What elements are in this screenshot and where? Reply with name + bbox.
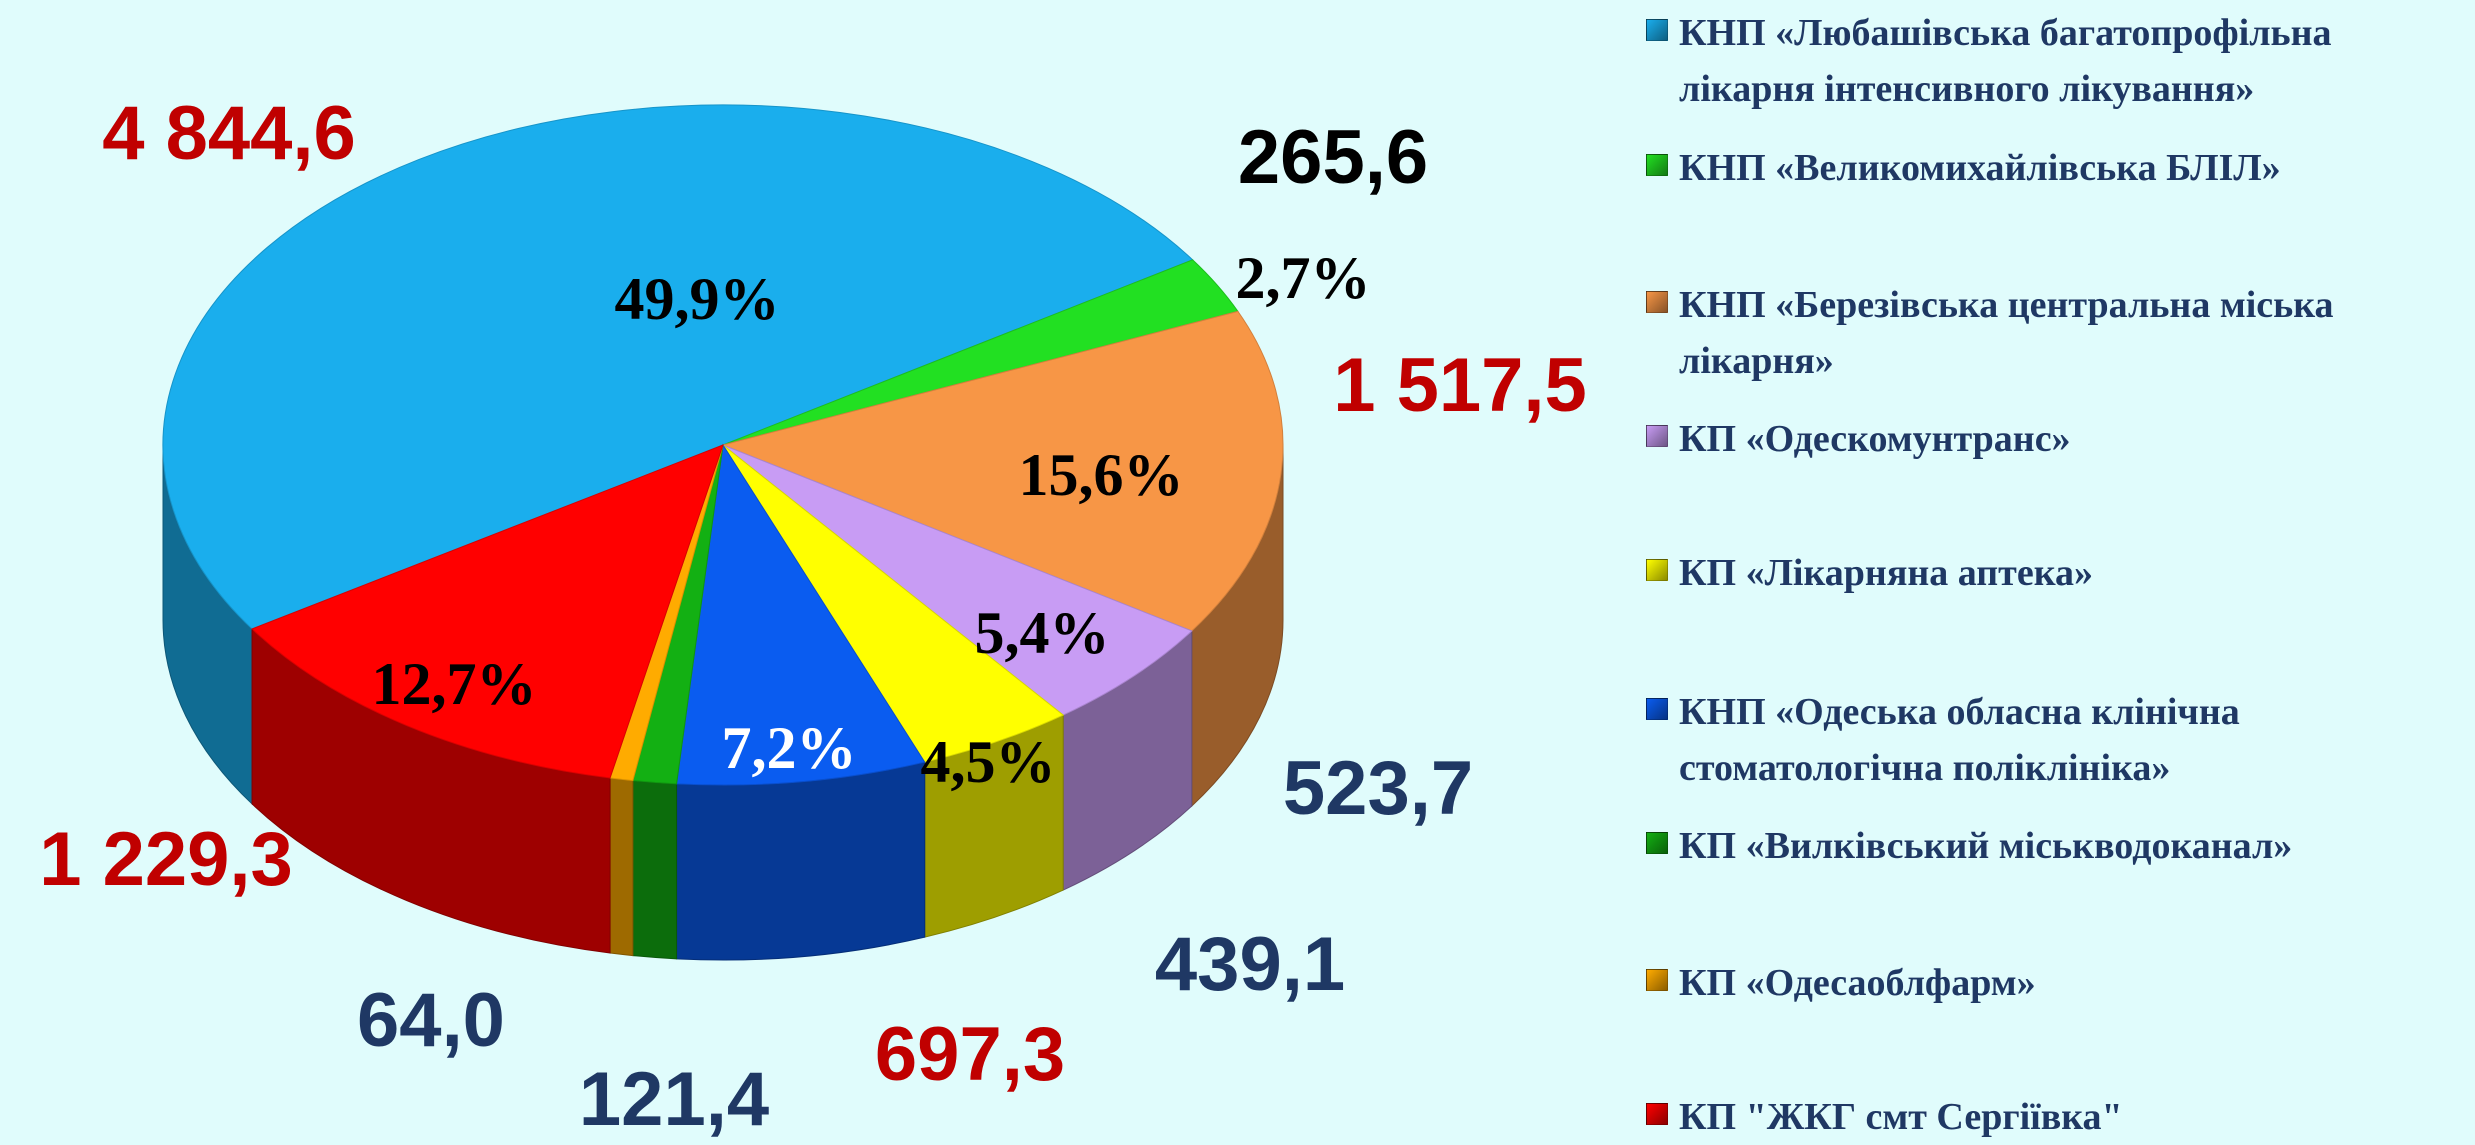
slice	[251, 444, 724, 779]
value-label: 4 844,6	[102, 91, 356, 176]
value-label: 121,4	[579, 1057, 769, 1142]
legend-item: КНП «Одеська обласна клінічна стоматолог…	[1646, 684, 2466, 796]
value-label: 697,3	[875, 1012, 1065, 1097]
legend-swatch	[1646, 425, 1668, 447]
slice-side	[676, 761, 926, 961]
pie-tops	[161, 103, 1284, 786]
legend-label: КП «Лікарняна аптека»	[1679, 552, 2094, 594]
slice	[721, 310, 1284, 632]
legend-swatch	[1646, 19, 1668, 41]
percent-label: 5,4%	[975, 600, 1110, 666]
legend-label: КП «Одесаоблфарм»	[1679, 962, 2036, 1004]
value-label: 523,7	[1283, 746, 1473, 831]
percent-label: 15,6%	[1019, 442, 1184, 508]
legend-label: КНП «Березівська центральна міська лікар…	[1679, 284, 2334, 382]
percent-label: 7,2%	[722, 715, 857, 781]
legend-item: КНП «Великомихайлівська БЛІЛ»	[1646, 140, 2466, 196]
slice-side	[609, 777, 634, 957]
legend-item: КП «Одесаоблфарм»	[1646, 955, 2466, 1011]
legend-swatch	[1646, 559, 1668, 581]
legend-label: КНП «Одеська обласна клінічна стоматолог…	[1679, 691, 2240, 789]
legend-label: КНП «Любашівська багатопрофільна лікарня…	[1679, 12, 2332, 110]
slice	[722, 444, 1065, 763]
legend-item: КП «Лікарняна аптека»	[1646, 545, 2466, 601]
legend-label: КП "ЖКГ смт Сергіївка"	[1679, 1096, 2123, 1138]
slice-side	[632, 780, 678, 960]
legend-swatch	[1646, 291, 1668, 313]
legend-label: КП «Одескомунтранс»	[1679, 418, 2071, 460]
value-label: 64,0	[357, 978, 505, 1063]
legend-swatch	[1646, 154, 1668, 176]
legend-swatch	[1646, 1103, 1668, 1125]
value-label: 1 229,3	[39, 817, 293, 902]
value-label: 439,1	[1155, 922, 1345, 1007]
percent-label: 12,7%	[372, 651, 537, 717]
slice	[722, 444, 1193, 716]
value-label: 265,6	[1238, 115, 1428, 200]
legend-item: КП «Одескомунтранс»	[1646, 411, 2466, 467]
legend-item: КНП «Любашівська багатопрофільна лікарня…	[1646, 5, 2466, 117]
legend-label: КП «Вилківський міськводоканал»	[1679, 825, 2293, 867]
percent-label: 49,9%	[615, 266, 780, 332]
legend-swatch	[1646, 832, 1668, 854]
percent-label: 4,5%	[921, 729, 1056, 795]
slice	[676, 443, 926, 786]
legend-item: КП «Вилківський міськводоканал»	[1646, 818, 2466, 874]
percent-label: 2,7%	[1236, 245, 1371, 311]
legend-swatch	[1646, 969, 1668, 991]
legend-swatch	[1646, 698, 1668, 720]
legend-item: КНП «Березівська центральна міська лікар…	[1646, 277, 2466, 389]
legend-label: КНП «Великомихайлівська БЛІЛ»	[1679, 147, 2281, 189]
value-label: 1 517,5	[1333, 343, 1587, 428]
legend-item: КП "ЖКГ смт Сергіївка"	[1646, 1089, 2466, 1145]
pie-sides	[162, 444, 1284, 961]
